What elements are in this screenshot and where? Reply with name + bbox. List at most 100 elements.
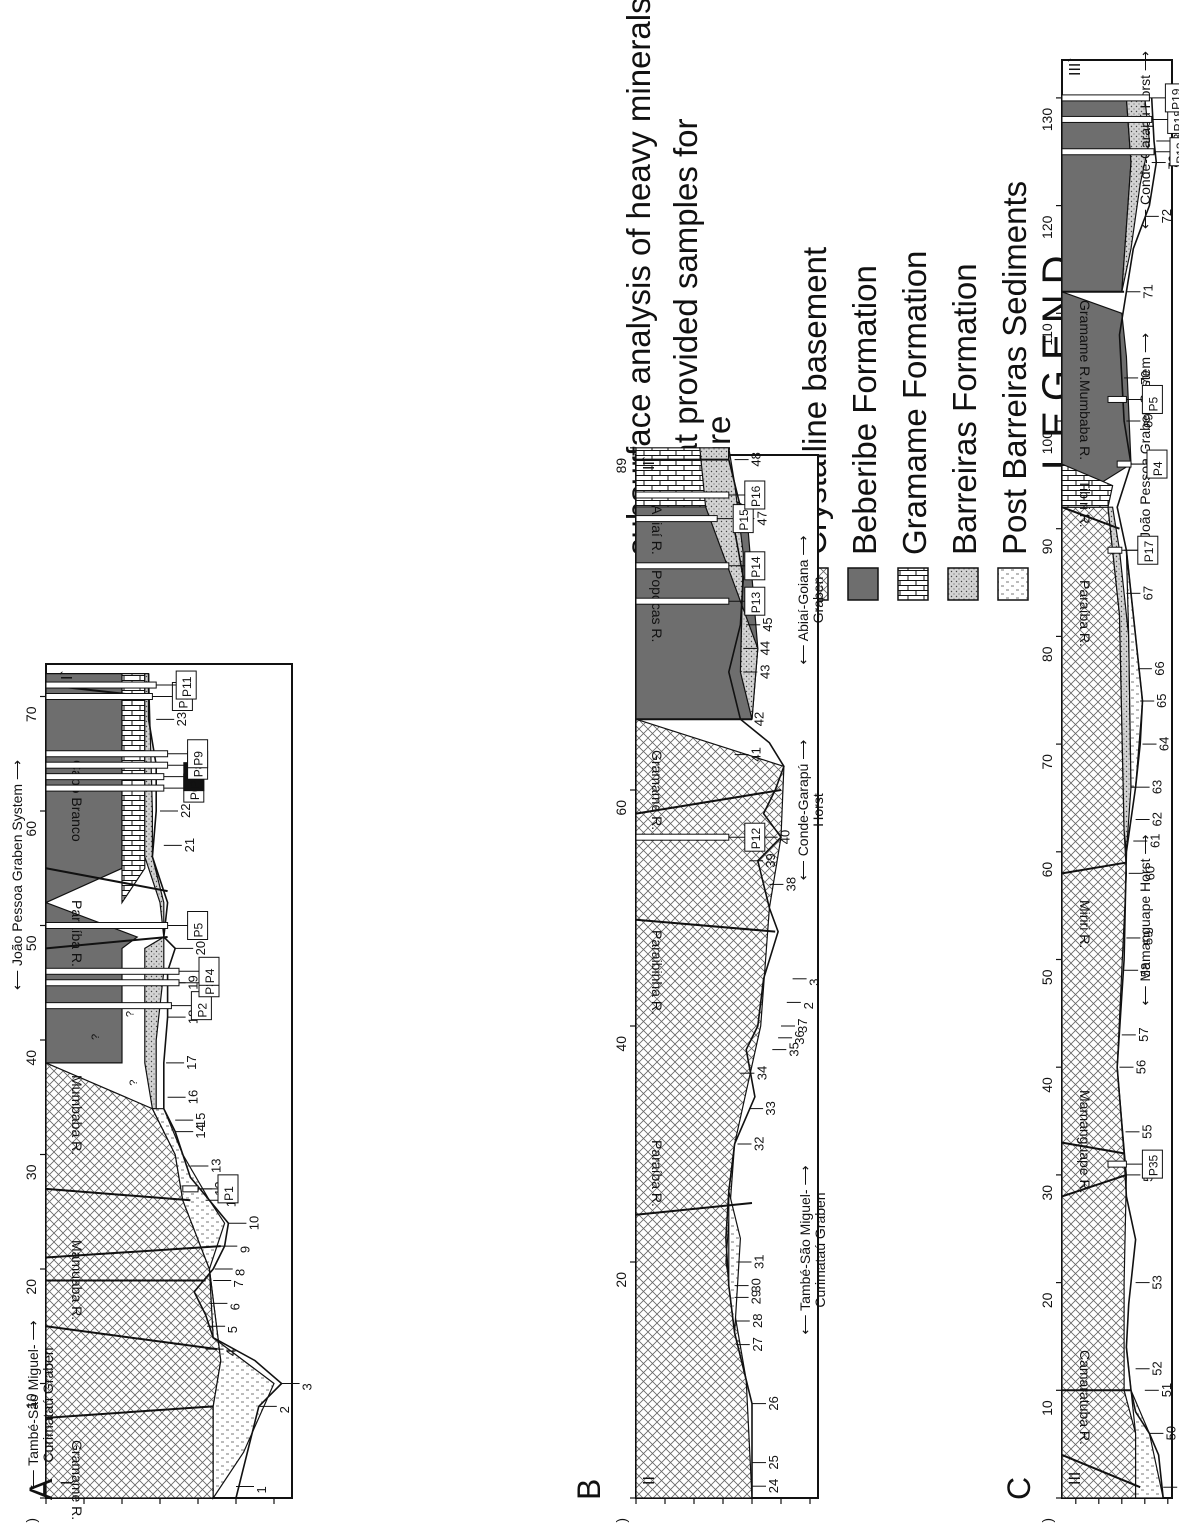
gramame-formation (1061, 463, 1114, 508)
fault-line (635, 789, 782, 815)
drill-well (635, 833, 730, 841)
drill-label: P18 (1172, 110, 1179, 132)
drill-box (1137, 535, 1159, 565)
uncertain-contact-mark: ? (128, 1080, 140, 1086)
exposure-label: 49 (1177, 1480, 1179, 1494)
exposure-label: 20 (193, 941, 208, 955)
structural-unit-label: ⟵ També-São Miguel- ⟶ (25, 1320, 41, 1489)
structural-unit-label: ⟵ Abiaí-Goiana ⟶ (795, 536, 811, 665)
river-label: Mamuaba R. (69, 1240, 85, 1320)
exposure-label: 22 (178, 804, 193, 818)
structural-unit-label: ⟵ João Pessoa Graben System ⟶ (1137, 333, 1153, 563)
drill-well (45, 784, 165, 792)
exposure-label: 71 (1140, 284, 1155, 298)
drill-well (45, 967, 180, 975)
distance-tick-label: 50 (1039, 969, 1055, 985)
drill-label: P1 (222, 1186, 236, 1201)
topographic-profile (147, 673, 283, 1499)
exposure-label: 25 (766, 1455, 781, 1469)
drill-label: P5 (192, 922, 206, 937)
exposure-label: 43 (757, 665, 772, 679)
drill-label: P12 (749, 828, 763, 850)
distance-tick-label: 100 (1039, 431, 1055, 455)
exposure-label: 41 (749, 747, 764, 761)
drill-box (187, 739, 209, 769)
drill-well (45, 922, 169, 929)
exposure-label: 47 (754, 511, 769, 525)
exposure-label: 34 (754, 1066, 769, 1080)
exposure-label: 27 (750, 1337, 765, 1351)
exposure-label: 59 (1140, 930, 1155, 944)
distance-tick-label: 10 (23, 1393, 39, 1409)
exposure-label: 26 (766, 1396, 781, 1410)
exposure-label: 52 (1150, 1361, 1165, 1375)
uncertain-contact-mark: ? (124, 1011, 136, 1017)
exposure-label: 15 (193, 1113, 208, 1127)
drill-label: P17 (1142, 541, 1156, 563)
distance-tick-label: 60 (23, 821, 39, 837)
exposure-label: 2 (277, 1406, 292, 1413)
exposure-label: 37 (795, 1019, 810, 1033)
distance-tick-label: 30 (23, 1164, 39, 1180)
exposure-label: 16 (186, 1090, 201, 1104)
exposure-label: 6 (227, 1303, 242, 1310)
exposure-label: 13 (208, 1158, 223, 1172)
river-label: Tibiri R. (1077, 480, 1093, 528)
drill-label: P5 (1146, 396, 1160, 411)
exposure-label: 72 (1159, 209, 1174, 223)
drill-box (744, 480, 766, 510)
distance-tick-label: 40 (1039, 1077, 1055, 1093)
exposure-label: 48 (749, 452, 764, 466)
exposure-label: 67 (1140, 586, 1155, 600)
river-label: Gramame R. (69, 1440, 85, 1520)
fault-line (45, 1187, 191, 1202)
exposure-label: 58 (1138, 963, 1153, 977)
cross-section-a: 200150100500-50-100( m )0 (km)1020304050… (9, 663, 315, 1523)
exposure-label: 8 (233, 1269, 248, 1276)
drill-label: P9 (192, 751, 206, 766)
distance-tick-label: 0 (km) (1039, 1518, 1055, 1523)
river-label: Mamanguape R. (1077, 1090, 1093, 1194)
exposure-label: 45 (760, 617, 775, 631)
distance-tick-label: 70 (1039, 754, 1055, 770)
river-label: Mumbaba R. (69, 1075, 85, 1155)
uncertain-contact-mark: ? (90, 1034, 102, 1040)
drill-box (198, 956, 220, 986)
distance-tick-label: 60 (1039, 862, 1055, 878)
exposure-label: 63 (1150, 780, 1165, 794)
drill-well (1061, 148, 1155, 156)
distance-tick-label: 90 (1039, 538, 1055, 554)
exposure-label: 38 (783, 877, 798, 891)
exposure-label: 21 (182, 838, 197, 852)
distance-tick-label: 110 (1039, 323, 1055, 346)
exposure-label: 29 (749, 1290, 764, 1304)
exposure-label: 42 (752, 712, 767, 726)
exposure-label: 70 (1138, 370, 1153, 384)
legend-label: Barreiras Formation (946, 263, 983, 555)
river-label: Paraíba R. (69, 900, 85, 967)
section-start-label: II (641, 1476, 658, 1485)
exposure-label: 53 (1150, 1275, 1165, 1289)
drill-label: P4 (203, 968, 217, 983)
drill-well (1107, 395, 1127, 403)
drill-well (45, 761, 169, 769)
river-label: Popocas R. (649, 570, 665, 642)
drill-well (1107, 1160, 1127, 1168)
exposure-label: 39 (763, 853, 778, 867)
exposure-label: 33 (763, 1101, 778, 1115)
exposure-label: 32 (752, 1137, 767, 1151)
drill-well (1107, 546, 1123, 554)
exposure-label: 24 (766, 1479, 781, 1493)
panel-letter: C (1001, 1477, 1037, 1500)
exposure-label: 44 (757, 641, 772, 655)
exposure-label: 61 (1147, 834, 1162, 848)
distance-tick-label: 80 (1039, 646, 1055, 662)
structural-unit-label-line2: Curimataú Graben (40, 1347, 56, 1462)
distance-tick-label: 89 (613, 458, 629, 474)
exposure-label: 69 (1140, 414, 1155, 428)
river-label: Cabo Branco (69, 760, 85, 842)
exposure-label: 64 (1157, 737, 1172, 751)
exposure-label: 57 (1136, 1027, 1151, 1041)
exposure-label: 28 (750, 1314, 765, 1328)
